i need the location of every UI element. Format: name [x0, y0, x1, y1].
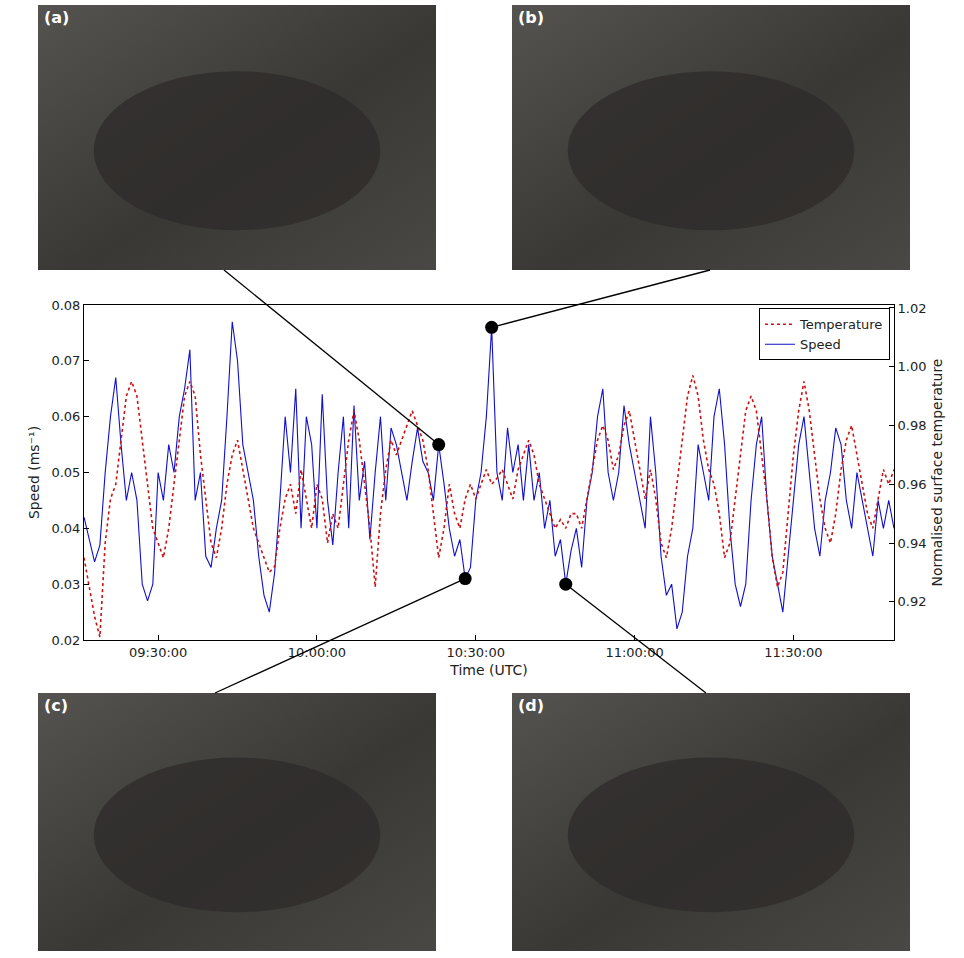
svg-text:0.96: 0.96	[898, 477, 927, 492]
svg-text:0.94: 0.94	[898, 536, 927, 551]
svg-text:(c): (c)	[44, 696, 68, 715]
svg-text:Normalised surface temperature: Normalised surface temperature	[929, 359, 945, 587]
svg-text:Temperature: Temperature	[799, 317, 882, 332]
svg-text:(a): (a)	[44, 8, 69, 27]
svg-text:0.07: 0.07	[51, 353, 80, 368]
svg-text:0.92: 0.92	[898, 594, 927, 609]
svg-text:0.06: 0.06	[51, 409, 80, 424]
svg-text:0.04: 0.04	[51, 521, 80, 536]
svg-text:(b): (b)	[518, 8, 544, 27]
svg-text:10:30:00: 10:30:00	[447, 645, 505, 660]
svg-text:Speed: Speed	[800, 337, 841, 352]
svg-text:11:30:00: 11:30:00	[764, 645, 822, 660]
svg-text:09:30:00: 09:30:00	[129, 645, 187, 660]
svg-text:Speed (ms⁻¹): Speed (ms⁻¹)	[26, 426, 42, 519]
svg-text:0.03: 0.03	[51, 577, 80, 592]
svg-text:0.02: 0.02	[51, 633, 80, 648]
svg-text:1.02: 1.02	[898, 300, 927, 315]
svg-text:(d): (d)	[518, 696, 544, 715]
svg-text:0.08: 0.08	[51, 298, 80, 313]
svg-text:1.00: 1.00	[898, 359, 927, 374]
svg-text:10:00:00: 10:00:00	[288, 645, 346, 660]
svg-text:11:00:00: 11:00:00	[605, 645, 663, 660]
svg-text:0.05: 0.05	[51, 465, 80, 480]
svg-text:0.98: 0.98	[898, 418, 927, 433]
svg-text:Time (UTC): Time (UTC)	[449, 662, 527, 678]
